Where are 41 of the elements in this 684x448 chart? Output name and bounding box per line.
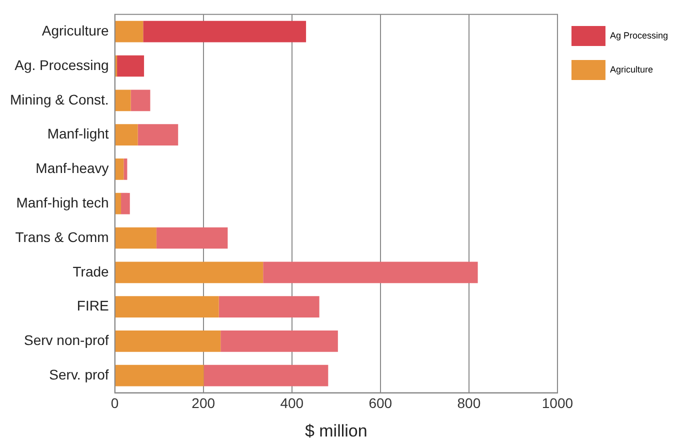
bar — [220, 330, 338, 352]
x-tick-label: 600 — [368, 395, 392, 412]
y-tick-label: Manf-high tech — [16, 194, 109, 210]
x-tick-label: 200 — [192, 395, 216, 412]
bar — [115, 90, 131, 112]
legend-label: Agriculture — [610, 64, 653, 74]
bar — [117, 55, 144, 77]
y-tick-label: Agriculture — [42, 22, 110, 38]
bar — [156, 227, 228, 249]
x-tick-label: 0 — [110, 395, 119, 412]
bar — [115, 296, 219, 318]
bar — [115, 262, 264, 284]
y-tick-label: Trans & Comm — [15, 228, 109, 245]
x-tick-label: 400 — [280, 395, 304, 412]
bar — [115, 124, 138, 146]
bar — [115, 158, 124, 180]
bar — [143, 20, 306, 42]
bar — [115, 192, 122, 214]
bar — [204, 364, 328, 386]
x-axis-title: $ million — [304, 421, 368, 440]
bar — [115, 20, 144, 42]
bar — [115, 227, 156, 249]
bar — [121, 192, 130, 214]
y-tick-label: Serv non-prof — [24, 332, 109, 348]
bar — [263, 262, 478, 284]
bar — [124, 158, 128, 180]
y-tick-label: Ag. Processing — [14, 56, 109, 73]
x-tick-label: 1000 — [542, 395, 574, 412]
y-tick-label: Mining & Const. — [10, 91, 109, 108]
bar — [138, 124, 178, 146]
y-tick-label: Serv. prof — [49, 366, 109, 382]
bar — [130, 90, 150, 112]
y-tick-label: FIRE — [76, 298, 109, 314]
legend-label: Ag Processing — [610, 30, 668, 40]
y-tick-label: Trade — [72, 263, 110, 280]
x-tick-label: 800 — [457, 395, 481, 412]
y-tick-label: Manf-heavy — [36, 160, 109, 176]
bar — [115, 364, 204, 386]
y-tick-label: Manf-light — [47, 126, 109, 142]
bar — [218, 296, 320, 318]
bar — [115, 330, 221, 352]
